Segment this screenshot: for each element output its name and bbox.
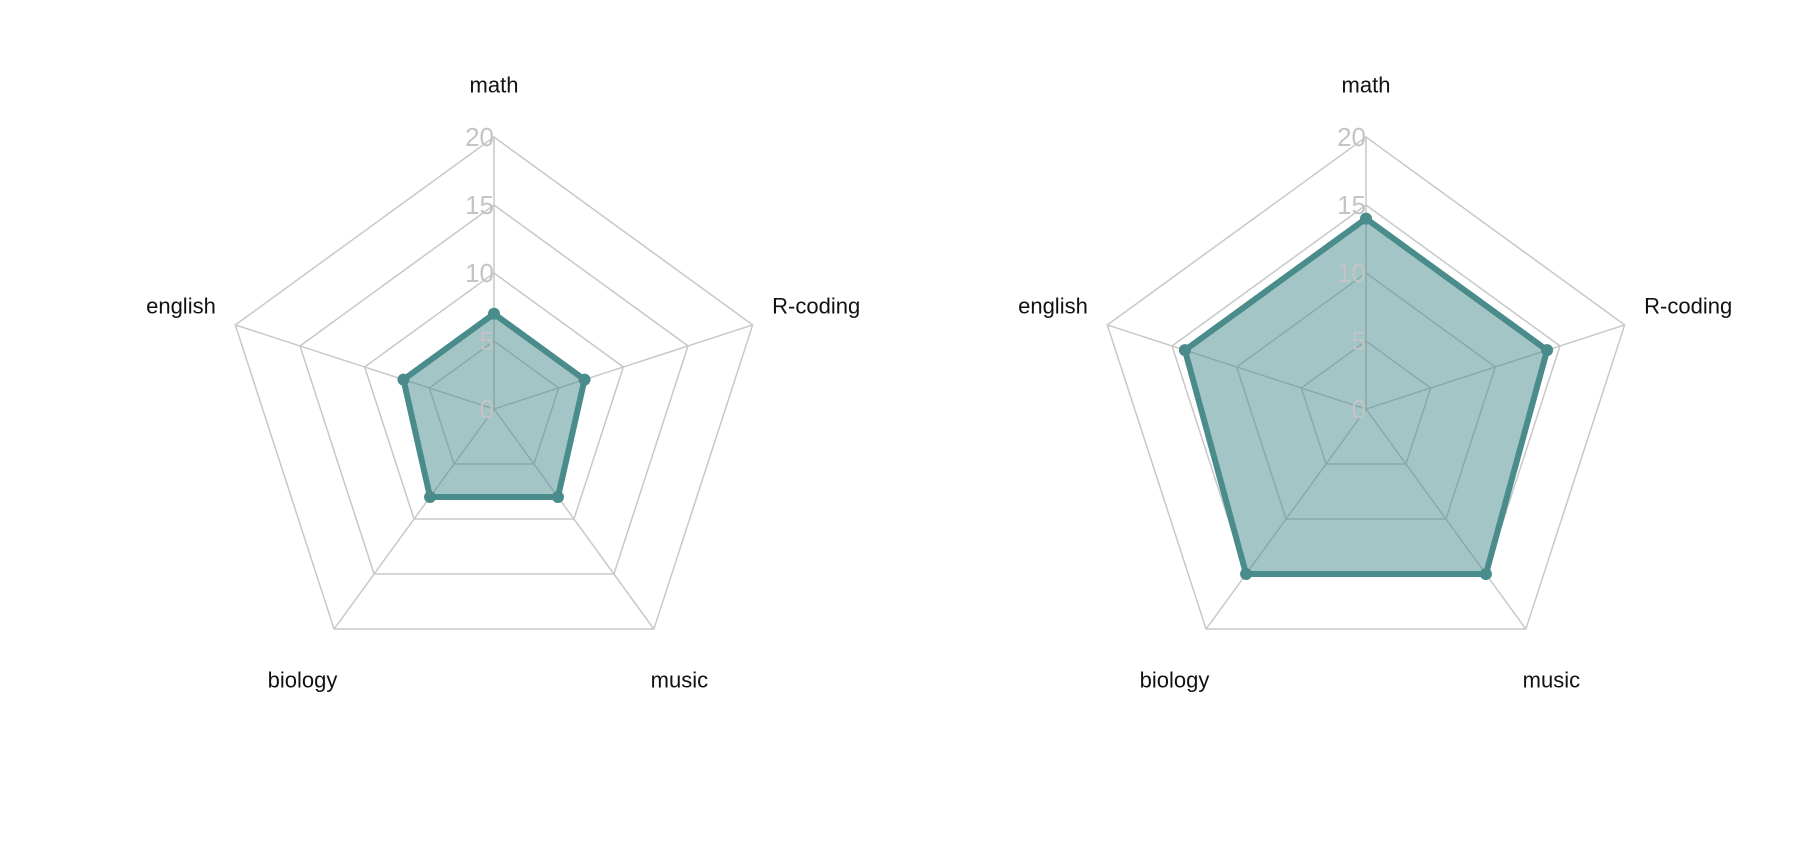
data-point-r-coding: [1541, 344, 1554, 357]
data-point-math: [488, 307, 500, 320]
tick-label: 5: [480, 326, 494, 356]
series-line: [1181, 214, 1551, 578]
series-area: [403, 313, 585, 498]
axis-label-math: math: [1342, 72, 1391, 97]
radar-chart-right: 0 5 10 15 20 math R-coding music biology english: [1018, 72, 1732, 692]
data-point-english: [1178, 344, 1191, 357]
tick-label: 15: [465, 190, 494, 220]
data-point-biology: [424, 491, 437, 504]
data-point-english: [397, 373, 410, 386]
tick-label: 5: [1352, 326, 1366, 356]
tick-label: 10: [1337, 258, 1366, 288]
tick-label: 15: [1337, 190, 1366, 220]
data-point-biology: [1240, 568, 1253, 581]
data-point-music: [1479, 568, 1492, 581]
tick-label: 20: [1337, 122, 1366, 152]
tick-label: 0: [1352, 394, 1366, 424]
axis-label-r-coding: R-coding: [772, 294, 860, 319]
axis-label-english: english: [1018, 294, 1088, 319]
axis-label-r-coding: R-coding: [1644, 294, 1732, 319]
series-area: [1184, 218, 1548, 575]
data-point-music: [551, 491, 564, 504]
axis-label-biology: biology: [1140, 668, 1210, 693]
tick-label: 10: [465, 258, 494, 288]
data-point-r-coding: [578, 373, 591, 386]
axis-label-music: music: [1523, 668, 1580, 693]
axis-label-math: math: [470, 72, 519, 97]
axis-label-english: english: [146, 294, 216, 319]
axis-label-biology: biology: [268, 668, 338, 693]
series-line: [400, 310, 588, 501]
radar-chart-left: 0 5 10 15 20 math R-coding music biology english: [146, 72, 860, 692]
grid-ring: [363, 272, 625, 520]
tick-label: 20: [465, 122, 494, 152]
tick-label: 0: [480, 394, 494, 424]
grid-ring: [234, 136, 754, 630]
grid-ring: [299, 204, 689, 575]
data-point-math: [1360, 212, 1372, 225]
axis-label-music: music: [651, 668, 708, 693]
grid-ring: [1106, 136, 1626, 630]
